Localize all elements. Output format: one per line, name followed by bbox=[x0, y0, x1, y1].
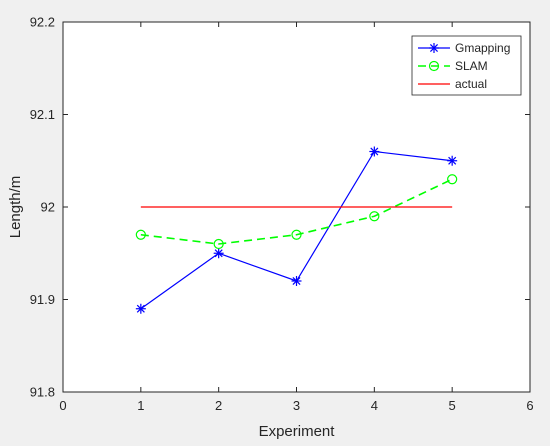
asterisk-stroke bbox=[448, 156, 457, 165]
x-tick-label: 6 bbox=[526, 398, 533, 413]
legend-label-slam: SLAM bbox=[455, 59, 488, 73]
legend-label-actual: actual bbox=[455, 77, 487, 91]
series-line-slam bbox=[140, 178, 453, 245]
x-tick-label: 0 bbox=[59, 398, 66, 413]
legend-entry-slam: SLAM bbox=[418, 59, 488, 73]
asterisk-stroke bbox=[370, 147, 379, 156]
data-point-gmapping bbox=[213, 248, 224, 259]
data-point-gmapping bbox=[369, 146, 380, 157]
data-point-gmapping bbox=[135, 303, 146, 314]
y-tick-label: 91.8 bbox=[30, 385, 55, 400]
y-axis-label: Length/m bbox=[7, 176, 24, 239]
legend-entry-actual: actual bbox=[418, 77, 487, 91]
x-tick-label: 1 bbox=[137, 398, 144, 413]
asterisk-stroke bbox=[136, 304, 145, 313]
asterisk-stroke bbox=[292, 276, 301, 286]
legend-marker-slam bbox=[428, 60, 440, 72]
data-point-slam bbox=[447, 174, 458, 185]
asterisk-stroke bbox=[429, 43, 439, 53]
plot-frame bbox=[62, 21, 531, 393]
y-axis-ticks: 91.8 91.9 92 92.1 92.2 bbox=[30, 15, 530, 400]
y-tick-label: 92.2 bbox=[30, 15, 55, 30]
data-point-slam bbox=[291, 229, 302, 240]
y-tick-label: 92 bbox=[41, 200, 55, 215]
x-axis-label: Experiment bbox=[259, 423, 336, 440]
series-slam bbox=[135, 174, 458, 250]
legend: Gmapping SLAM actual bbox=[411, 35, 522, 96]
x-tick-label: 5 bbox=[449, 398, 456, 413]
x-tick-label: 2 bbox=[215, 398, 222, 413]
data-point-gmapping bbox=[447, 155, 458, 166]
asterisk-stroke bbox=[214, 249, 223, 258]
legend-entry-gmapping: Gmapping bbox=[418, 41, 510, 55]
series-gmapping bbox=[135, 146, 458, 314]
x-tick-label: 4 bbox=[371, 398, 378, 413]
data-point-gmapping bbox=[291, 276, 302, 286]
y-tick-label: 91.9 bbox=[30, 292, 55, 307]
data-point-slam bbox=[213, 238, 224, 250]
x-tick-label: 3 bbox=[293, 398, 300, 413]
x-axis-ticks: 0 1 2 3 4 5 6 bbox=[59, 22, 534, 413]
legend-box bbox=[411, 35, 522, 96]
legend-marker-gmapping bbox=[429, 43, 439, 53]
series-layer bbox=[135, 146, 458, 314]
data-point-slam bbox=[369, 211, 380, 222]
data-point-slam bbox=[135, 229, 146, 240]
legend-label-gmapping: Gmapping bbox=[455, 41, 510, 55]
y-tick-label: 92.1 bbox=[30, 107, 55, 122]
